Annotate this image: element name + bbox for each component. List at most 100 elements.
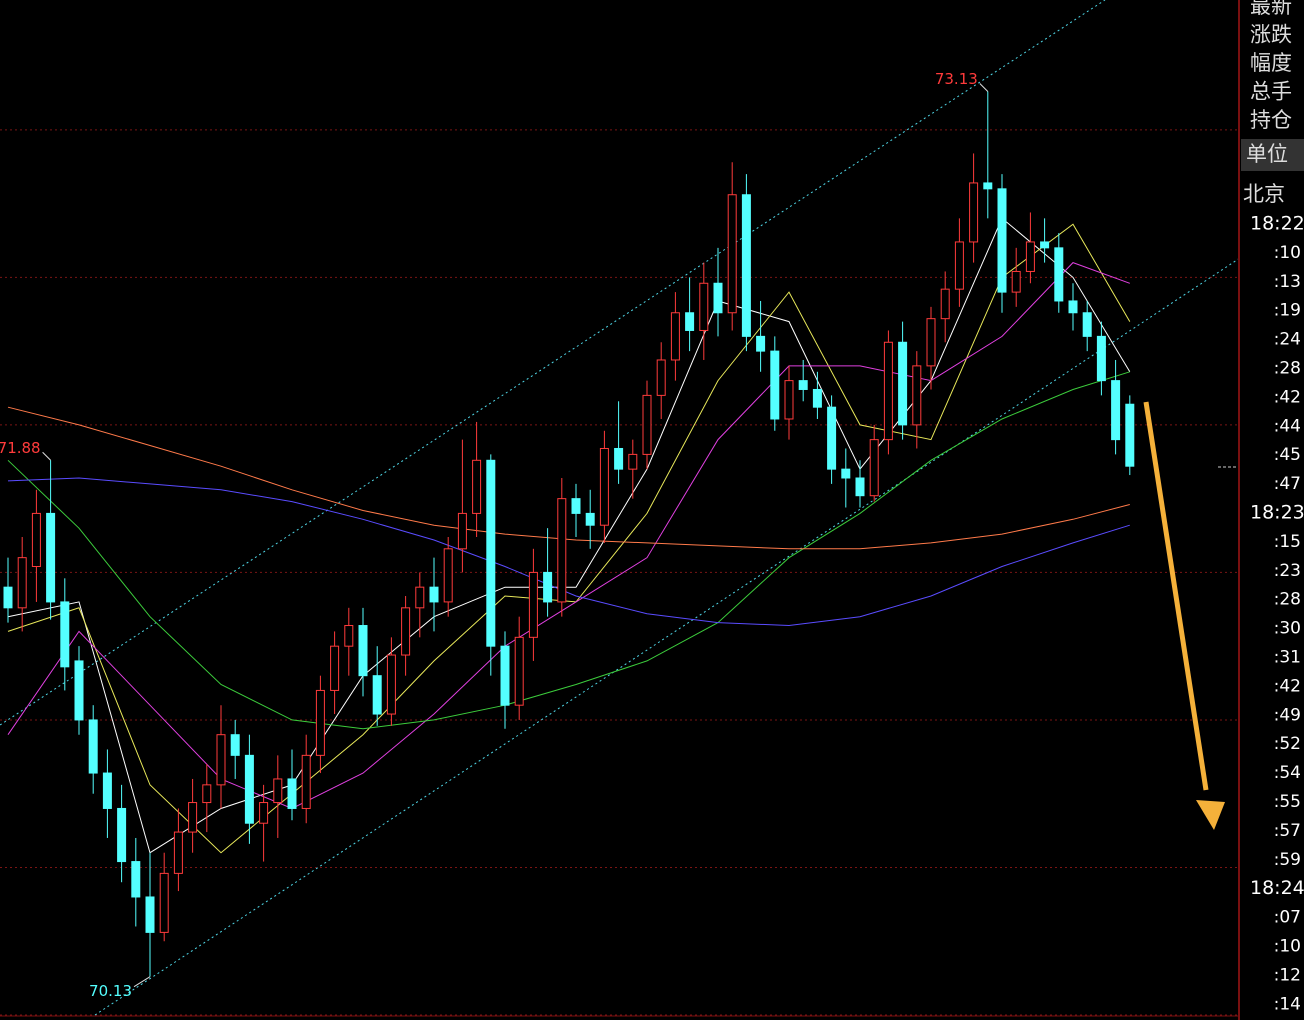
time-label: :42 (1274, 387, 1301, 407)
time-label: :10 (1274, 937, 1301, 957)
candle-body (1125, 403, 1135, 467)
candle-body (46, 512, 56, 603)
candle-body (954, 241, 964, 290)
candle-body (259, 802, 269, 824)
candle-body (386, 654, 396, 715)
moving-averages (7, 217, 1131, 854)
low-pointer (133, 976, 151, 988)
candle-body (1068, 300, 1078, 314)
candle-body (585, 512, 595, 526)
channel-upper (0, 0, 1106, 726)
candle-body (415, 586, 425, 609)
candle-body (670, 312, 680, 361)
candles (3, 91, 1135, 977)
arrow-head (1196, 800, 1225, 830)
candle-body (401, 607, 411, 656)
high-label: 71.88 (0, 439, 41, 457)
candle-body (784, 380, 794, 420)
candle-body (912, 365, 922, 426)
ma-line (7, 262, 1130, 810)
candle-body (244, 754, 254, 824)
candle-body (117, 807, 127, 863)
candle-body (543, 571, 553, 603)
time-label: 18:22 (1250, 213, 1304, 235)
time-label: :31 (1274, 648, 1301, 668)
time-label: 18:24 (1250, 877, 1304, 899)
candle-body (472, 459, 482, 514)
candle-body (997, 188, 1007, 293)
time-label: :23 (1274, 561, 1301, 581)
candle-body (145, 896, 155, 933)
candle-body (17, 557, 27, 609)
candle-body (1096, 335, 1106, 382)
candle-body (202, 784, 212, 804)
candle-body (571, 498, 581, 514)
time-label: :45 (1274, 445, 1301, 465)
time-label: :54 (1274, 763, 1301, 783)
arrow-shaft (1143, 401, 1209, 791)
candle-body (287, 778, 297, 809)
candle-body (486, 459, 496, 647)
candle-body (869, 439, 879, 497)
ma-line (7, 371, 1130, 730)
candle-body (159, 872, 169, 933)
candle-body (599, 447, 609, 526)
candle-body (798, 380, 808, 390)
field-label: 幅度 (1250, 51, 1292, 75)
candle-body (3, 586, 13, 609)
candle-body (557, 498, 567, 603)
candle-body (628, 453, 638, 470)
candle-body (60, 601, 70, 668)
candle-body (131, 861, 141, 898)
candle-body (685, 312, 695, 331)
candle-body (1025, 241, 1035, 272)
ma-line (7, 477, 1130, 627)
unit-label: 单位 (1246, 142, 1288, 166)
grid (0, 129, 1238, 1016)
time-label: :57 (1274, 821, 1301, 841)
candle-body (514, 636, 524, 706)
candle-body (443, 548, 453, 603)
candle-body (983, 182, 993, 190)
candle-body (457, 512, 467, 550)
candle-body (926, 318, 936, 367)
time-label: :30 (1274, 619, 1301, 639)
channel-lower (94, 257, 1241, 1016)
time-label: :44 (1274, 416, 1301, 436)
time-label: :24 (1274, 330, 1301, 350)
candle-body (216, 734, 226, 786)
time-label: :15 (1274, 532, 1301, 552)
candle-body (812, 388, 822, 408)
candle-body (614, 447, 624, 470)
high-pointer (979, 83, 989, 92)
candle-body (500, 645, 510, 706)
candle-body (1111, 380, 1121, 441)
field-label: 总手 (1250, 80, 1292, 104)
time-label: :52 (1274, 734, 1301, 754)
time-label: :42 (1274, 676, 1301, 696)
extreme-labels: 71.88 73.13 70.13 (0, 70, 989, 1000)
candle-body (88, 719, 98, 774)
candle-body (855, 477, 865, 497)
candle-body (827, 406, 837, 470)
candle-body (31, 512, 41, 568)
forecast-arrow (1143, 401, 1225, 830)
candle-body (230, 734, 240, 756)
time-label: :59 (1274, 850, 1301, 870)
time-label: :47 (1274, 474, 1301, 494)
candle-body (74, 660, 84, 721)
time-label: :19 (1274, 301, 1301, 321)
candle-body (372, 675, 382, 715)
candle-body (770, 350, 780, 420)
time-label: :28 (1274, 590, 1301, 610)
time-label: :13 (1274, 272, 1301, 292)
candle-body (1054, 247, 1064, 302)
candle-body (429, 586, 439, 603)
candle-body (841, 468, 851, 479)
time-label: :28 (1274, 359, 1301, 379)
candle-body (741, 194, 751, 337)
candle-body (528, 571, 538, 638)
